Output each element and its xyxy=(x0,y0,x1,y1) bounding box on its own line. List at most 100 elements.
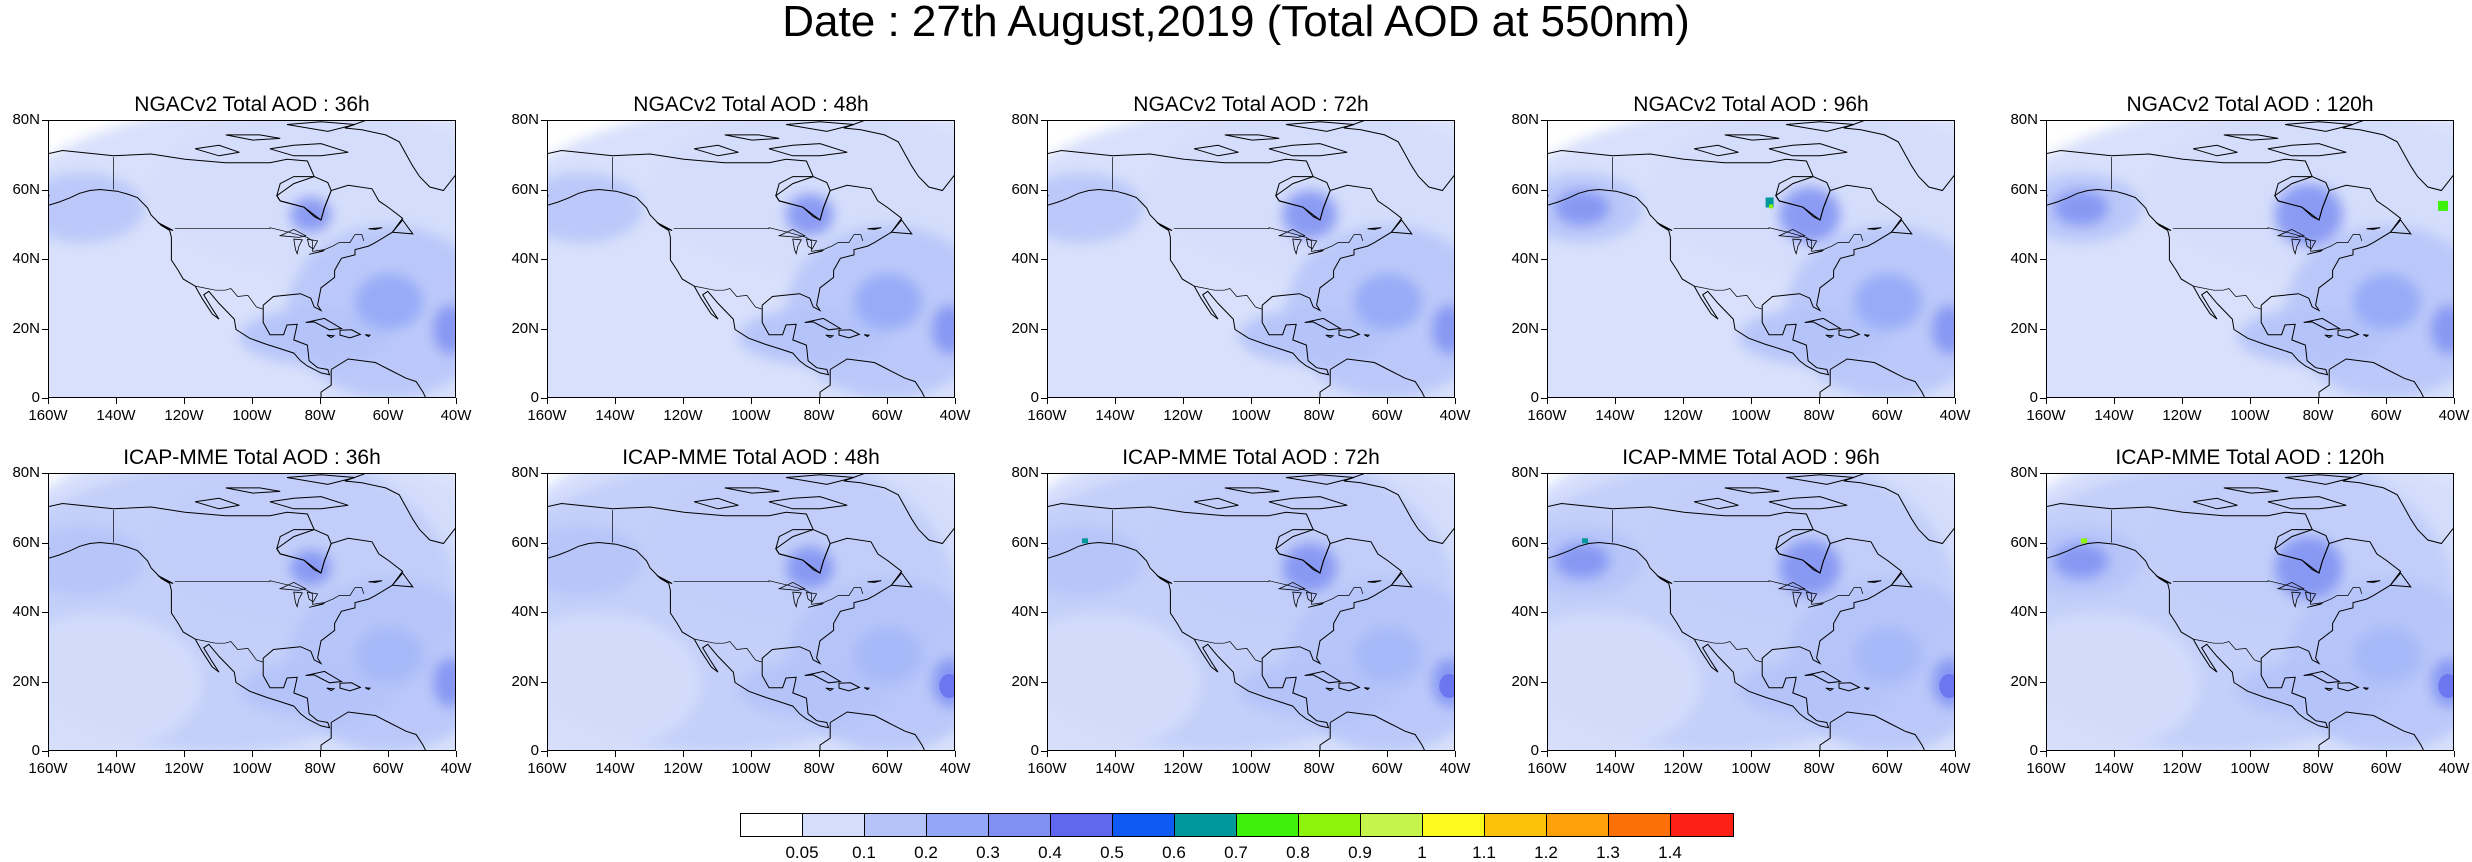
x-tick-label: 80W xyxy=(1803,760,1835,777)
y-tick-label: 0 xyxy=(1530,389,1539,406)
y-tick-label: 60N xyxy=(1511,180,1539,198)
x-tick xyxy=(388,398,389,404)
map-panel-icap-mme-120h: ICAP-MME Total AOD : 120h 80N 60N 40N 20N 0 16… xyxy=(1998,445,2469,777)
y-tick xyxy=(541,259,547,260)
x-tick xyxy=(1387,398,1388,404)
x-tick-label: 100W xyxy=(1231,760,1271,777)
y-tick-label: 0 xyxy=(2029,389,2038,406)
coastline-island xyxy=(326,687,336,692)
y-tick-label: 0 xyxy=(2029,742,2038,759)
y-tick-label: 40N xyxy=(1511,250,1539,267)
map-canvas xyxy=(1048,474,1454,750)
map-panel-icap-mme-48h: ICAP-MME Total AOD : 48h 80N 60N 40N 20N 0 160… xyxy=(499,445,970,777)
x-tick-label: 60W xyxy=(1871,760,1903,777)
aod-map xyxy=(1547,473,1955,751)
coastline-island xyxy=(1825,334,1835,339)
coastline-south-america xyxy=(320,711,426,750)
great-lake xyxy=(792,591,802,609)
y-tick xyxy=(2040,328,2046,330)
coastline-island xyxy=(1304,670,1342,684)
x-tick xyxy=(184,751,185,757)
great-lake xyxy=(1805,591,1818,603)
great-lake xyxy=(278,228,307,238)
x-tick xyxy=(1319,398,1320,404)
coastline-island xyxy=(2223,134,2279,141)
great-lake xyxy=(2276,228,2305,238)
coastline-island xyxy=(1268,143,1348,157)
y-tick-label: 20N xyxy=(2010,672,2038,690)
great-lake xyxy=(2304,238,2317,250)
y-tick xyxy=(2040,120,2046,121)
colorbar-label: 0.5 xyxy=(1100,843,1124,862)
coastline-island xyxy=(305,317,343,331)
coastline-greenland xyxy=(2342,121,2453,192)
coastline-island xyxy=(1890,219,1913,235)
x-tick-label: 160W xyxy=(2026,760,2066,777)
colorbar-swatch xyxy=(1361,814,1423,836)
x-tick xyxy=(1683,398,1684,404)
aod-field xyxy=(2353,273,2421,330)
x-tick xyxy=(2046,398,2047,404)
y-tick xyxy=(1541,189,1547,191)
aod-hotspot xyxy=(1765,197,1774,208)
aod-field xyxy=(2047,613,2200,750)
y-tick xyxy=(2040,612,2046,613)
y-tick xyxy=(1541,259,1547,260)
coastline-island xyxy=(2267,143,2347,157)
x-tick xyxy=(819,398,820,404)
great-lake xyxy=(293,591,303,609)
coastline-island xyxy=(269,496,349,510)
great-lake xyxy=(306,591,319,603)
great-lake xyxy=(278,581,307,591)
coastline-island xyxy=(1156,575,1173,584)
great-lake xyxy=(807,602,824,608)
aod-field xyxy=(1738,308,1888,365)
x-tick-label: 60W xyxy=(871,407,903,424)
coastline-island xyxy=(2362,687,2370,691)
coastline-island xyxy=(2223,487,2279,494)
x-tick-label: 120W xyxy=(2162,760,2202,777)
x-tick xyxy=(1455,398,1456,404)
aod-field xyxy=(49,173,145,243)
x-tick-label: 40W xyxy=(1939,407,1971,424)
x-tick xyxy=(1115,398,1116,404)
x-tick xyxy=(456,751,457,757)
x-tick xyxy=(1251,751,1252,757)
aod-field xyxy=(2237,308,2387,365)
x-tick-label: 160W xyxy=(527,760,567,777)
coastline-island xyxy=(867,227,882,230)
country-border xyxy=(694,638,762,663)
coastline-island xyxy=(2303,670,2341,684)
y-tick-label: 60N xyxy=(12,533,40,551)
x-tick-label: 80W xyxy=(2302,760,2334,777)
map-panel-ngacv2-96h: NGACv2 Total AOD : 96h 80N 60N 40N 20N 0 160W 1… xyxy=(1499,92,1970,424)
y-tick-label: 80N xyxy=(511,464,539,481)
y-tick xyxy=(1041,681,1047,683)
x-tick xyxy=(456,398,457,404)
x-tick xyxy=(1183,398,1184,404)
y-tick-label: 0 xyxy=(31,389,40,406)
y-tick-label: 80N xyxy=(2010,464,2038,481)
x-tick-label: 80W xyxy=(803,760,835,777)
x-tick-label: 120W xyxy=(1663,407,1703,424)
coastline-island xyxy=(2324,687,2334,692)
x-tick xyxy=(2182,398,2183,404)
x-tick xyxy=(2250,398,2251,404)
y-tick-label: 40N xyxy=(1511,603,1539,620)
map-panel-icap-mme-36h: ICAP-MME Total AOD : 36h 80N 60N 40N 20N 0 160… xyxy=(0,445,471,777)
coastline-island xyxy=(1304,317,1342,331)
great-lake xyxy=(1792,591,1802,609)
x-tick-label: 80W xyxy=(304,407,336,424)
colorbar-label: 0.2 xyxy=(914,843,938,862)
country-border xyxy=(1694,638,1762,663)
x-tick-label: 40W xyxy=(939,760,971,777)
colorbar-label: 0.9 xyxy=(1348,843,1372,862)
y-tick xyxy=(1041,473,1047,474)
coastline-island xyxy=(1194,144,1239,157)
y-tick xyxy=(42,473,48,474)
colorbar-label: 1 xyxy=(1417,843,1427,862)
colorbar-swatch xyxy=(865,814,927,836)
y-tick-label: 40N xyxy=(2010,603,2038,620)
coastline-south-america xyxy=(819,358,925,397)
x-tick xyxy=(1615,751,1616,757)
